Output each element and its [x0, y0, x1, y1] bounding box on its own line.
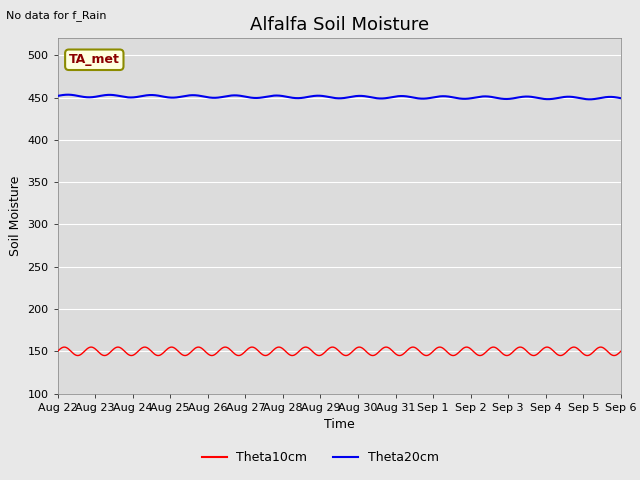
X-axis label: Time: Time: [324, 418, 355, 431]
Title: Alfalfa Soil Moisture: Alfalfa Soil Moisture: [250, 16, 429, 34]
Y-axis label: Soil Moisture: Soil Moisture: [9, 176, 22, 256]
Text: No data for f_Rain: No data for f_Rain: [6, 10, 107, 21]
Legend: Theta10cm, Theta20cm: Theta10cm, Theta20cm: [196, 446, 444, 469]
Text: TA_met: TA_met: [69, 53, 120, 66]
